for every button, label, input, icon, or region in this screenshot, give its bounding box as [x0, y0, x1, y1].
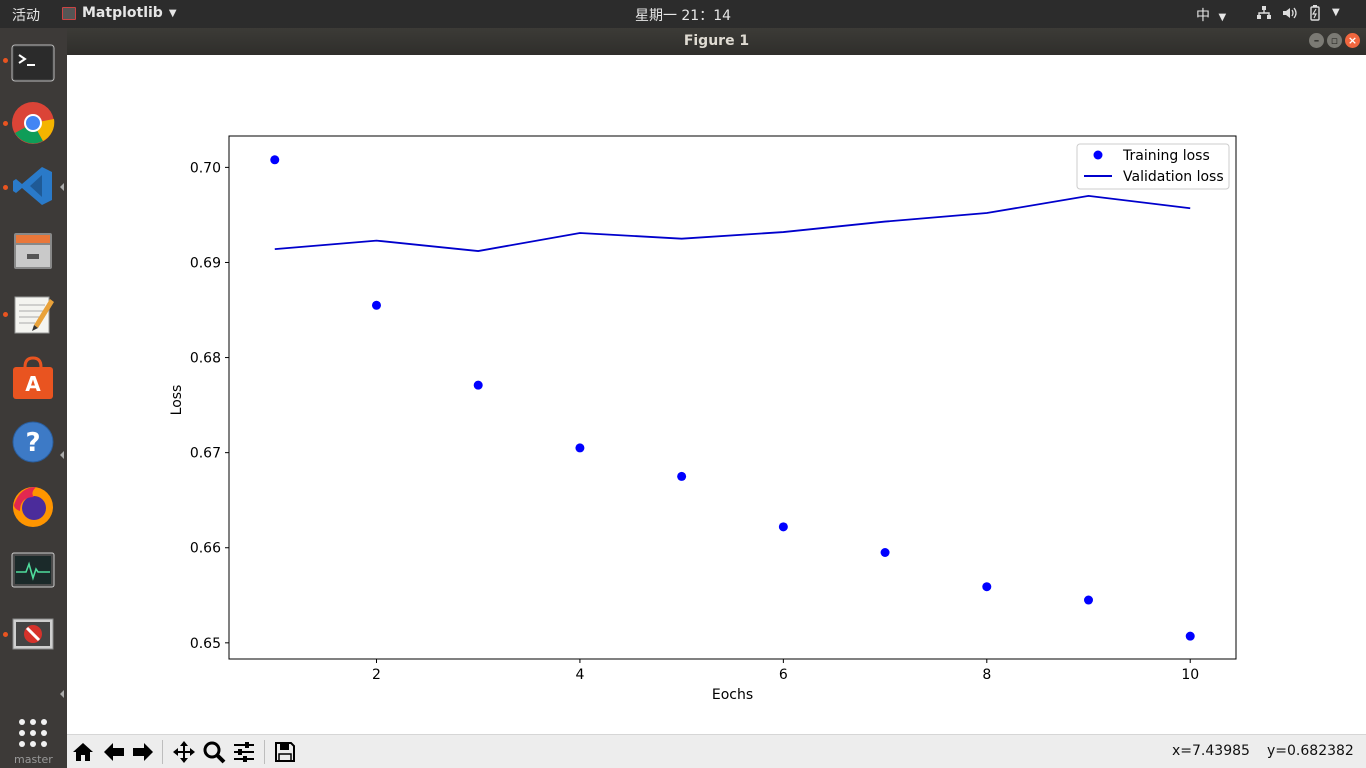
svg-text:?: ? [25, 428, 40, 458]
system-monitor-icon[interactable] [10, 547, 56, 593]
home-button[interactable] [69, 738, 97, 766]
firefox-icon[interactable] [10, 483, 56, 529]
software-center-icon[interactable]: A [10, 355, 56, 401]
window-title: Figure 1 [683, 33, 750, 49]
battery-icon [1310, 5, 1320, 21]
dock-item-arrow [60, 451, 64, 459]
forward-icon [133, 743, 153, 761]
toolbar-separator [162, 740, 163, 764]
legend-box [1076, 143, 1230, 190]
training-loss-point [270, 155, 280, 165]
close-button[interactable]: × [1345, 33, 1360, 48]
svg-text:A: A [25, 372, 41, 396]
app-menu-label: Matplotlib [82, 5, 163, 21]
x-tick-label: 10 [1181, 667, 1199, 683]
cursor-x-readout: x=7.43985 [1172, 743, 1250, 759]
text-editor-icon[interactable] [10, 291, 56, 337]
input-method-indicator[interactable]: 中 ▼ [1196, 5, 1226, 25]
toolbar-separator [264, 740, 265, 764]
maximize-button[interactable]: ▫ [1327, 33, 1342, 48]
chevron-down-icon: ▼ [168, 7, 177, 19]
y-tick-label: 0.69 [190, 255, 221, 271]
legend-training-marker [1093, 150, 1103, 160]
running-indicator [3, 185, 8, 190]
training-loss-point [778, 522, 788, 532]
dock: A ? master [0, 28, 67, 768]
chrome-icon[interactable] [10, 100, 56, 146]
back-button[interactable] [100, 738, 128, 766]
y-tick-label: 0.70 [190, 160, 221, 176]
activities-button[interactable]: 活动 [12, 8, 40, 24]
minimize-button[interactable]: – [1309, 33, 1324, 48]
y-tick-label: 0.66 [190, 541, 221, 557]
x-tick-label: 6 [779, 667, 788, 683]
y-axis-label: Loss [169, 385, 185, 416]
y-tick-label: 0.65 [190, 636, 221, 652]
maximize-icon: ▫ [1330, 34, 1339, 47]
close-icon: × [1347, 34, 1358, 47]
validation-loss-line [274, 194, 1191, 252]
volume-icon [1283, 7, 1297, 19]
x-tick-label: 8 [982, 667, 991, 683]
zoom-button[interactable] [200, 738, 228, 766]
cursor-y-readout: y=0.682382 [1267, 743, 1354, 759]
show-applications-icon[interactable] [10, 711, 56, 757]
pan-icon [173, 741, 195, 763]
configure-subplots-icon [234, 742, 254, 762]
x-tick-label: 2 [372, 667, 381, 683]
file-cabinet-icon[interactable] [10, 227, 56, 273]
training-loss-point [1185, 631, 1195, 641]
clock[interactable]: 星期一 21：14 [634, 8, 732, 24]
plot-frame [228, 135, 1237, 660]
branch-label: master [14, 753, 53, 766]
y-tick-label: 0.67 [190, 446, 221, 462]
chevron-down-icon: ▼ [1332, 7, 1340, 18]
forward-button[interactable] [129, 738, 157, 766]
running-indicator [3, 121, 8, 126]
legend-validation-label: Validation loss [1123, 169, 1224, 185]
training-loss-point [575, 443, 585, 453]
figure-canvas[interactable]: 2 4 6 8 10 0.65 0.66 0.67 0.68 0.69 0.70 Eochs Los… [67, 55, 1366, 734]
running-indicator [3, 632, 8, 637]
help-icon[interactable]: ? [10, 419, 56, 465]
terminal-icon[interactable] [10, 41, 56, 87]
legend-training-label: Training loss [1122, 148, 1210, 164]
configure-subplots-button[interactable] [230, 738, 258, 766]
running-indicator [3, 58, 8, 63]
top-bar: 活动 Matplotlib ▼ 星期一 21：14 中 ▼ ▼ [0, 0, 1366, 28]
training-loss-point [473, 380, 483, 390]
pan-button[interactable] [170, 738, 198, 766]
app-menu-icon [62, 6, 76, 20]
training-loss-point [982, 582, 992, 592]
running-indicator [3, 312, 8, 317]
blocked-app-icon[interactable] [10, 611, 56, 657]
vscode-icon[interactable] [10, 163, 56, 209]
save-icon [275, 742, 295, 762]
network-icon [1257, 6, 1271, 19]
back-icon [104, 743, 124, 761]
app-menu[interactable]: Matplotlib ▼ [62, 5, 177, 21]
x-axis-label: Eochs [712, 687, 753, 703]
chevron-down-icon: ▼ [1218, 12, 1227, 23]
dock-item-arrow [60, 183, 64, 191]
training-loss-point [880, 547, 890, 557]
training-loss-point [371, 300, 381, 310]
x-tick-label: 4 [575, 667, 584, 683]
minimize-icon: – [1313, 34, 1320, 47]
dock-item-arrow [60, 690, 64, 698]
save-button[interactable] [271, 738, 299, 766]
loss-chart[interactable]: 2 4 6 8 10 0.65 0.66 0.67 0.68 0.69 0.70 Eochs Los… [67, 55, 1366, 734]
y-tick-label: 0.68 [190, 351, 221, 367]
training-loss-point [1084, 595, 1094, 605]
legend: Training loss Validation loss [1076, 143, 1230, 190]
training-loss-point [677, 471, 687, 481]
system-tray[interactable]: ▼ [1256, 4, 1340, 22]
window-titlebar[interactable]: Figure 1 – ▫ × [67, 28, 1366, 55]
home-icon [73, 743, 93, 761]
zoom-icon [203, 741, 226, 764]
navigation-toolbar: x=7.43985 y=0.682382 [67, 734, 1366, 768]
input-method-label: 中 [1196, 8, 1210, 24]
